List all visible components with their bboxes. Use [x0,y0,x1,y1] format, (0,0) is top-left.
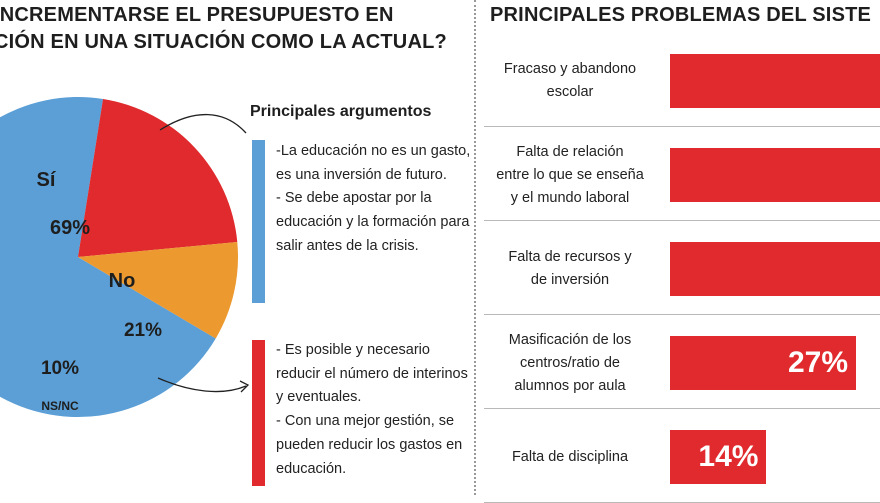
slice-label-yes: Sí [37,169,57,191]
bar-category-line: de inversión [530,272,610,288]
panel-divider [474,0,476,495]
bar-category-line: Masificación de los [508,331,632,348]
bar: 27% [670,336,856,390]
row-separator [484,220,880,221]
arguments-title: Principales argumentos [250,103,432,120]
bar [670,242,880,296]
pie-slice-no [78,98,238,257]
left-chart-title: INCREMENTARSE EL PRESUPUESTO EN CIÓN EN … [0,2,447,56]
bar-category-label: Falta de recursos y de inversión [478,246,662,292]
bar-category-line: Falta de relación [516,143,624,160]
left-title-line-2: CIÓN EN UNA SITUACIÓN COMO LA ACTUAL? [0,31,447,53]
no-arguments: - Es posible y necesario reducir el núme… [276,339,476,481]
row-separator [484,126,880,127]
connector-arrowhead [239,380,250,393]
no-argument-1: - Es posible y necesario reducir el núme… [276,342,468,406]
left-title-line-1: INCREMENTARSE EL PRESUPUESTO EN [0,4,394,26]
bar-category-line: alumnos por aula [514,377,626,394]
connector-yes [159,113,247,134]
slice-value-nsnc: 10% [41,358,79,379]
pie-slice-yes [0,97,216,417]
bar-category-line: Fracaso y abandono [503,61,637,77]
no-arguments-marker [252,340,265,486]
right-chart-title: PRINCIPALES PROBLEMAS DEL SISTE [490,4,872,26]
yes-arguments: -La educación no es un gasto, es una inv… [276,140,476,259]
pie-chart: Sí 69% No 21% NS/NC 10% [0,97,250,417]
slice-value-no: 21% [124,320,162,341]
bar-category-line: centros/ratio de [520,354,620,371]
bar-category-label: Fracaso y abandono escolar [478,58,662,104]
yes-arguments-marker [252,140,265,303]
bar [670,148,880,202]
bar: 14% [670,430,767,484]
slice-label-no: No [109,270,136,292]
bar-category-label: Masificación de los centros/ratio de alumn… [478,329,662,398]
bar-category-label: Falta de relación entre lo que se enseña y… [478,141,662,210]
bar-category-line: Falta de recursos y [508,249,632,265]
yes-argument-1: -La educación no es un gasto, es una inv… [276,143,471,183]
no-argument-2: - Con una mejor gestión, se pueden reduc… [276,413,463,477]
row-separator [484,408,880,409]
row-separator [484,314,880,315]
slice-label-nsnc: NS/NC [41,399,79,413]
connector-no [157,377,247,393]
yes-argument-2: - Se debe apostar por la educación y la … [276,190,470,254]
bar-value-label: 14% [698,440,759,473]
bar-category-label: Falta de disciplina [478,446,662,469]
bar-category-line: Falta de disciplina [511,448,629,465]
bar-value-label: 27% [787,346,848,379]
bar [670,54,880,108]
slice-value-yes: 69% [50,217,90,239]
bar-category-line: y el mundo laboral [510,189,630,206]
pie-slice-nsnc [78,241,238,339]
bar-category-line: escolar [546,84,594,100]
bar-category-line: entre lo que se enseña [496,166,644,183]
